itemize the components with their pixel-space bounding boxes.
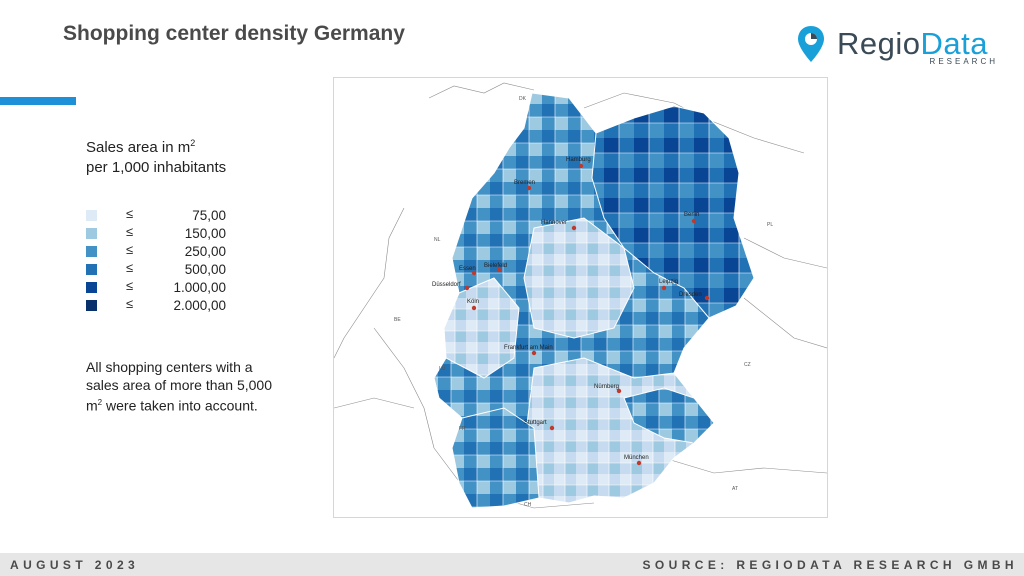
city-marker xyxy=(661,285,667,291)
page-title: Shopping center density Germany xyxy=(63,22,405,45)
city-marker xyxy=(704,295,710,301)
country-label: PL xyxy=(767,222,773,228)
city-label: Bremen xyxy=(514,180,535,186)
methodology-note: All shopping centers with a sales area o… xyxy=(86,359,273,414)
country-label: LU xyxy=(439,366,446,372)
legend-item: ≤2.000,00 xyxy=(86,296,226,314)
city-marker xyxy=(691,218,697,224)
city-label: Hamburg xyxy=(566,157,591,163)
legend-item: ≤500,00 xyxy=(86,260,226,278)
legend-swatch xyxy=(86,264,97,275)
legend-symbol: ≤ xyxy=(126,242,134,257)
location-pin-icon xyxy=(798,26,824,62)
germany-map: Hamburg Bremen Hannover Berlin Essen Bie… xyxy=(333,77,828,518)
city-label: Bielefeld xyxy=(484,263,507,269)
city-marker xyxy=(571,225,577,231)
footer-date: AUGUST 2023 xyxy=(10,558,140,572)
legend-item: ≤150,00 xyxy=(86,224,226,242)
country-label: DK xyxy=(519,96,527,102)
region-southwest xyxy=(451,407,540,509)
legend-swatch xyxy=(86,300,97,311)
legend-symbol: ≤ xyxy=(126,224,134,239)
legend-value: 150,00 xyxy=(184,226,226,241)
city-label: München xyxy=(624,455,649,461)
legend: ≤75,00 ≤150,00 ≤250,00 ≤500,00 ≤1.000,00… xyxy=(86,206,226,314)
footer: AUGUST 2023 SOURCE: REGIODATA RESEARCH G… xyxy=(0,553,1024,576)
legend-title: Sales area in m2 per 1,000 inhabitants xyxy=(86,138,227,176)
city-label: Nürnberg xyxy=(594,384,619,390)
legend-item: ≤75,00 xyxy=(86,206,226,224)
region-bavaria-east xyxy=(623,387,715,444)
country-label: CH xyxy=(524,502,532,508)
country-label: BE xyxy=(394,317,401,323)
city-marker xyxy=(531,350,537,356)
city-label: Köln xyxy=(467,299,479,305)
region-centre xyxy=(523,217,635,339)
legend-swatch xyxy=(86,210,97,221)
city-labels: Hamburg Bremen Hannover Berlin Essen Bie… xyxy=(432,157,702,461)
footer-source: SOURCE: REGIODATA RESEARCH GMBH xyxy=(642,558,1018,572)
city-marker xyxy=(616,388,622,394)
accent-bar xyxy=(0,97,76,105)
city-label: Essen xyxy=(459,266,476,272)
city-marker xyxy=(496,267,502,273)
legend-value: 250,00 xyxy=(184,244,226,259)
city-label: Berlin xyxy=(684,212,699,218)
map-svg: Hamburg Bremen Hannover Berlin Essen Bie… xyxy=(334,82,827,509)
city-label: Hannover xyxy=(541,220,567,226)
legend-item: ≤250,00 xyxy=(86,242,226,260)
legend-symbol: ≤ xyxy=(126,260,134,275)
legend-swatch xyxy=(86,282,97,293)
city-marker xyxy=(526,185,532,191)
legend-value: 2.000,00 xyxy=(173,298,226,313)
city-label: Düsseldorf xyxy=(432,282,461,288)
region-west xyxy=(443,277,520,379)
germany-choropleth xyxy=(433,92,755,509)
country-label: AT xyxy=(732,486,738,492)
legend-item: ≤1.000,00 xyxy=(86,278,226,296)
legend-value: 500,00 xyxy=(184,262,226,277)
city-marker xyxy=(549,425,555,431)
country-label: NL xyxy=(434,237,441,243)
logo-subtitle: RESEARCH xyxy=(929,57,998,66)
city-label: Dresden xyxy=(679,292,702,298)
legend-symbol: ≤ xyxy=(126,206,134,221)
logo-wordmark: RegioData xyxy=(837,26,988,61)
regiodata-logo: RegioData RESEARCH xyxy=(796,20,1006,70)
city-label: Frankfurt am Main xyxy=(504,345,553,351)
city-marker xyxy=(578,163,584,169)
region-northeast xyxy=(591,105,755,319)
city-marker xyxy=(471,305,477,311)
city-marker xyxy=(471,270,477,276)
legend-swatch xyxy=(86,246,97,257)
legend-value: 1.000,00 xyxy=(173,280,226,295)
legend-swatch xyxy=(86,228,97,239)
legend-symbol: ≤ xyxy=(126,296,134,311)
country-labels: DK NL BE LU FR CH AT CZ PL xyxy=(394,96,773,508)
country-label: CZ xyxy=(744,362,751,368)
city-label: Stuttgart xyxy=(524,420,547,426)
legend-value: 75,00 xyxy=(192,208,226,223)
legend-symbol: ≤ xyxy=(126,278,134,293)
country-label: FR xyxy=(459,426,466,432)
city-markers xyxy=(464,163,710,466)
city-label: Leipzig xyxy=(659,279,678,285)
city-marker xyxy=(636,460,642,466)
city-marker xyxy=(464,285,470,291)
